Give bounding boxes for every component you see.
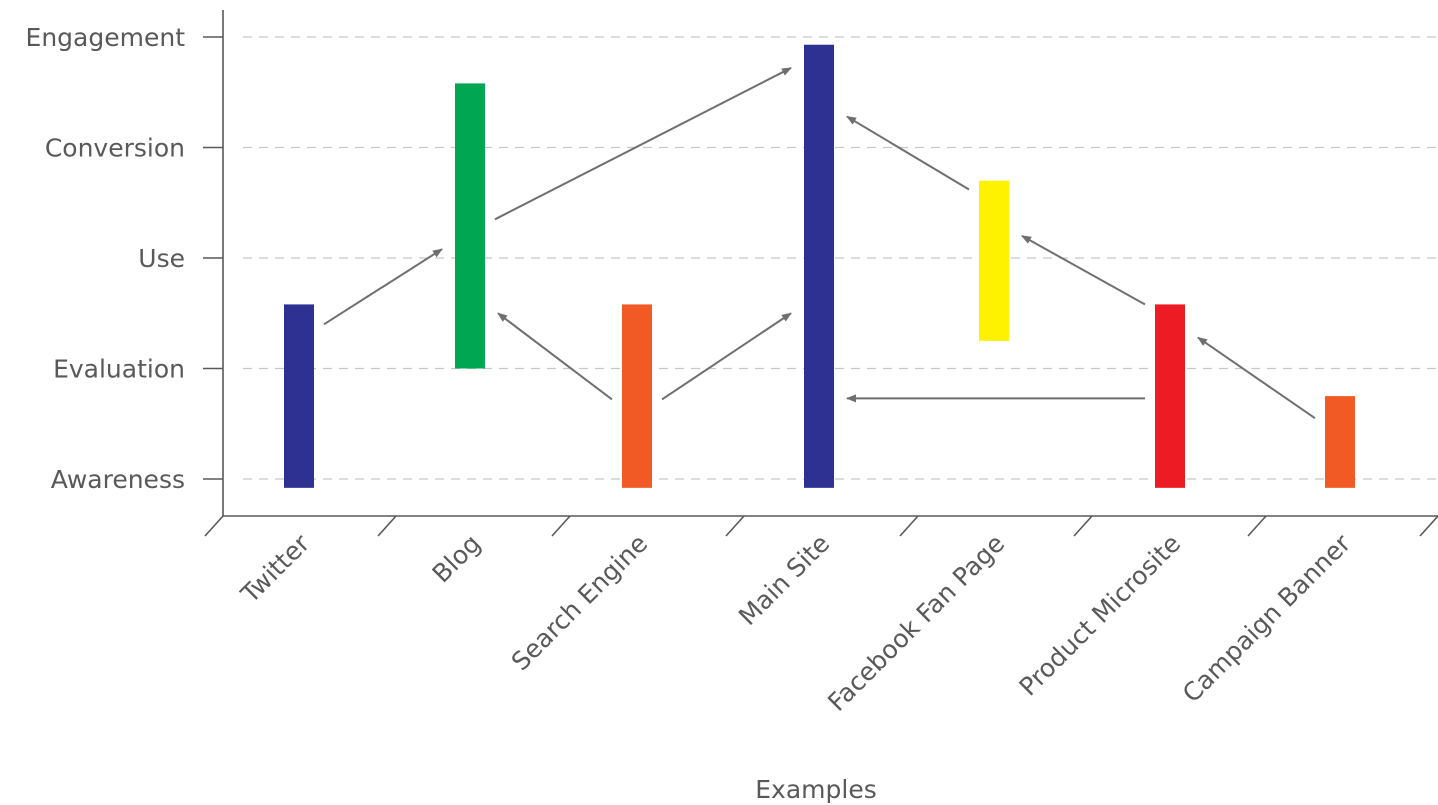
x-tick-label-facebook-fan-page: Facebook Fan Page (822, 529, 1010, 717)
y-tick-label-conversion: Conversion (45, 134, 185, 163)
bar-blog (455, 83, 485, 369)
bar-twitter (284, 304, 314, 488)
x-axis-title: Examples (755, 775, 876, 804)
y-tick-label-awareness: Awareness (51, 465, 185, 494)
y-tick-labels: Awareness Evaluation Use Conversion Engageme… (26, 23, 186, 494)
flow-arrows (323, 67, 1316, 420)
x-tick-1 (377, 515, 397, 537)
x-tick-label-main-site: Main Site (733, 529, 835, 631)
x-tick-5 (1073, 515, 1093, 537)
arrow-search-engine-to-blog (497, 312, 613, 401)
arrow-blog-to-main-site (494, 67, 792, 221)
arrow-campaign-banner-to-product-microsite (1197, 336, 1316, 420)
x-tick-2 (551, 515, 571, 537)
bar-product-microsite (1155, 304, 1185, 488)
x-tick-3 (725, 515, 745, 537)
x-tick-label-twitter: Twitter (235, 528, 316, 609)
x-tick-0 (204, 515, 224, 537)
range-bars (284, 44, 1355, 488)
y-tick-label-engagement: Engagement (26, 23, 186, 52)
x-tick-labels: Twitter Blog Search Engine Main SiteFaceboo… (235, 528, 1357, 717)
axes (203, 10, 1438, 537)
arrow-search-engine-to-main-site (661, 312, 792, 401)
bar-search-engine (622, 304, 652, 488)
bar-main-site (804, 44, 834, 488)
x-tick-label-product-microsite: Product Microsite (1013, 529, 1186, 702)
y-tick-label-use: Use (138, 244, 185, 273)
arrow-twitter-to-blog (323, 248, 443, 326)
x-tick-6 (1247, 515, 1267, 537)
bar-campaign-banner (1325, 396, 1355, 488)
x-tick-label-campaign-banner: Campaign Banner (1177, 528, 1357, 708)
y-tick-label-evaluation: Evaluation (53, 355, 185, 384)
bar-facebook-fan-page (979, 180, 1009, 341)
grid-lines (243, 36, 1438, 480)
x-tick-label-blog: Blog (427, 529, 487, 589)
x-tick-label-search-engine: Search Engine (506, 529, 653, 676)
arrow-product-microsite-to-facebook-fan-page (1021, 235, 1146, 306)
x-tick-4 (899, 515, 919, 537)
arrow-facebook-fan-page-to-main-site (846, 115, 970, 191)
x-tick-7 (1419, 515, 1438, 537)
